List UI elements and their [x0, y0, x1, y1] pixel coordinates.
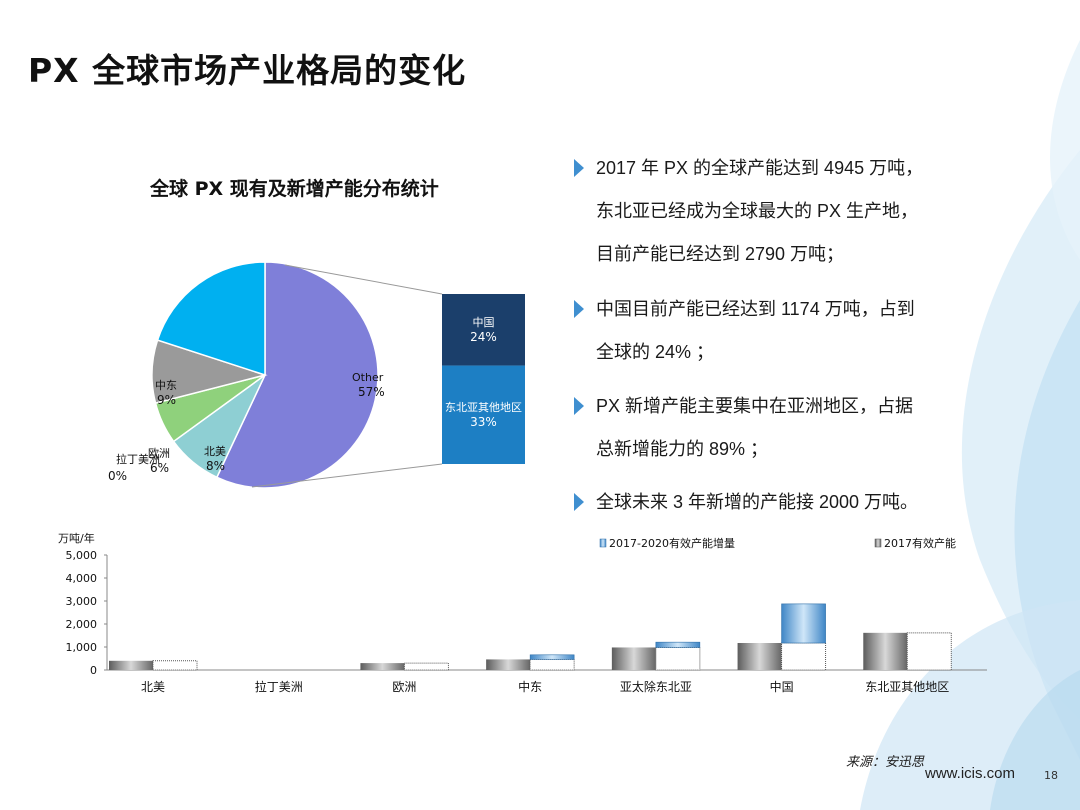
y-tick-label-5: 5,000	[66, 549, 98, 562]
breakout-label-0: 中国	[473, 316, 495, 329]
bullet-1-line-2: 东北亚已经成为全球最大的 PX 生产地，	[596, 201, 919, 221]
pie-chart-title: 全球 PX 现有及新增产能分布统计	[150, 178, 439, 200]
legend-label-0: 2017-2020有效产能增量	[609, 536, 735, 550]
pie-value-2: 6%	[150, 461, 169, 475]
breakout-value-0: 24%	[470, 330, 497, 344]
bullet-arrow-icon	[574, 300, 584, 318]
bar-2017-base-6	[906, 632, 952, 671]
bar-increment-5	[781, 603, 826, 644]
pie-label-2: 欧洲	[148, 447, 170, 460]
slide-title: PX 全球市场产业格局的变化	[28, 51, 467, 90]
bullet-2-line-2: 全球的 24% ；	[596, 342, 715, 362]
bullet-arrow-icon	[574, 159, 584, 177]
x-tick-label-5: 中国	[770, 679, 794, 694]
bar-2017-base-2	[403, 662, 449, 671]
bullet-arrow-icon	[574, 397, 584, 415]
breakout-connector-bottom	[251, 463, 443, 488]
y-tick-label-1: 1,000	[66, 641, 98, 654]
pie-slice-0	[215, 261, 379, 489]
breakout-segment-1	[442, 365, 525, 464]
breakout-label-1: 东北亚其他地区	[445, 401, 522, 414]
breakout-connector-top	[284, 264, 443, 295]
breakout-segment-0	[442, 294, 525, 366]
y-tick-label-0: 0	[90, 664, 97, 677]
bullet-4-line-1: 全球未来 3 年新增的产能接 2000 万吨。	[596, 492, 919, 512]
bar-2017-base-5	[781, 642, 827, 671]
bullet-3: PX 新增产能主要集中在亚洲地区，占据 总新增能力的 89% ；	[574, 385, 1034, 471]
bar-2017-base-0	[152, 660, 198, 671]
page-number: 18	[1044, 769, 1058, 782]
pie-label-4: 中东	[155, 379, 177, 392]
bullet-4: 全球未来 3 年新增的产能接 2000 万吨。	[574, 481, 1034, 524]
pie-label-1: 北美	[204, 445, 226, 458]
website-link[interactable]: www.icis.com	[925, 765, 1016, 782]
bullet-1-line-3: 目前产能已经达到 2790 万吨；	[596, 244, 845, 264]
y-tick-label-3: 3,000	[66, 595, 98, 608]
bar-y-axis-label: 万吨/年	[58, 531, 95, 545]
y-tick-label-2: 2,000	[66, 618, 98, 631]
pie-value-0: 57%	[358, 385, 385, 399]
bar-2017-4	[611, 647, 656, 670]
bar-2017-3	[486, 659, 531, 670]
pie-label-0: Other	[352, 371, 384, 384]
bullet-1-line-1: 2017 年 PX 的全球产能达到 4945 万吨，	[596, 158, 924, 178]
legend-swatch-1	[874, 538, 882, 548]
x-tick-label-1: 拉丁美洲	[255, 679, 303, 694]
y-tick-label-4: 4,000	[66, 572, 98, 585]
pie-label-latam: 拉丁美洲	[116, 452, 160, 466]
bar-2017-2	[360, 663, 405, 670]
pie-value-latam: 0%	[108, 469, 127, 483]
pie-value-1: 8%	[206, 459, 225, 473]
pie-slice-5	[156, 261, 266, 377]
bar-2017-base-4	[655, 646, 701, 671]
bar-2017-0	[109, 660, 153, 670]
bullet-3-line-2: 总新增能力的 89% ；	[596, 439, 769, 459]
bar-2017-5	[737, 642, 782, 670]
legend-swatch-0	[599, 538, 607, 548]
source-note: 来源：安迅思	[846, 755, 925, 770]
bar-2017-6	[863, 632, 908, 670]
x-tick-label-4: 亚太除东北亚	[620, 679, 692, 694]
bullet-1: 2017 年 PX 的全球产能达到 4945 万吨， 东北亚已经成为全球最大的 …	[574, 147, 1034, 276]
bullet-arrow-icon	[574, 493, 584, 511]
bar-increment-3	[529, 654, 575, 660]
x-tick-label-6: 东北亚其他地区	[865, 680, 949, 694]
x-tick-label-2: 欧洲	[392, 680, 416, 694]
legend-label-1: 2017有效产能	[884, 536, 956, 550]
bullet-2: 中国目前产能已经达到 1174 万吨，占到 全球的 24% ；	[574, 288, 1034, 374]
pie-value-4: 9%	[157, 393, 176, 407]
bar-2017-base-3	[529, 658, 575, 671]
breakout-value-1: 33%	[470, 415, 497, 429]
x-tick-label-0: 北美	[141, 680, 165, 694]
bullet-2-line-1: 中国目前产能已经达到 1174 万吨，占到	[596, 299, 915, 319]
bar-increment-4	[655, 641, 701, 648]
bar-chart: 万吨/年 0 1,000 2,000 3,000 4,000 5,000 北美 拉丁美洲 欧洲…	[58, 531, 987, 694]
x-tick-label-3: 中东	[518, 679, 542, 694]
bullet-3-line-1: PX 新增产能主要集中在亚洲地区，占据	[596, 396, 914, 416]
